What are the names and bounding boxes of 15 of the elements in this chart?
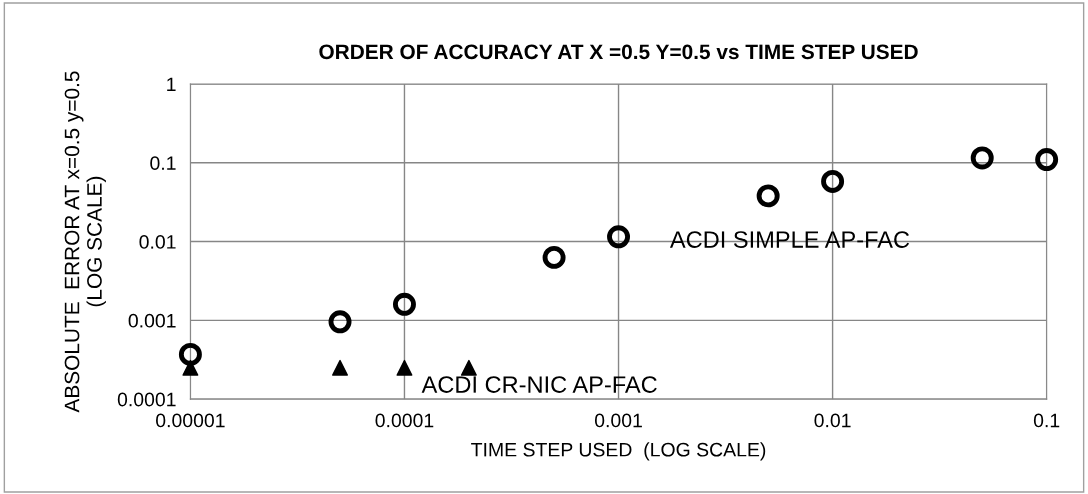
y-axis-title: ABSOLUTE ERROR AT x=0.5 y=0.5 (LOG SCALE) bbox=[64, 71, 106, 413]
x-tick-label: 0.01 bbox=[814, 413, 851, 428]
y-tick-label: 0.001 bbox=[128, 313, 176, 328]
chart-title: ORDER OF ACCURACY AT X =0.5 Y=0.5 vs TIME STEP USED bbox=[319, 44, 918, 60]
x-tick-label: 0.001 bbox=[594, 413, 642, 428]
x-tick-label: 0.1 bbox=[1033, 413, 1060, 428]
annotation: ACDI CR-NIC AP-FAC bbox=[421, 376, 657, 393]
x-tick-label: 0.00001 bbox=[156, 413, 225, 428]
x-axis-title: TIME STEP USED (LOG SCALE) bbox=[471, 442, 766, 461]
y-tick-label: 0.0001 bbox=[117, 392, 176, 407]
y-tick-label: 0.01 bbox=[139, 235, 176, 249]
y-tick-label: 0.1 bbox=[150, 156, 176, 171]
x-tick-label: 0.0001 bbox=[375, 413, 434, 428]
y-tick-label: 1 bbox=[167, 77, 176, 92]
annotation: ACDI SIMPLE AP-FAC bbox=[669, 231, 910, 248]
